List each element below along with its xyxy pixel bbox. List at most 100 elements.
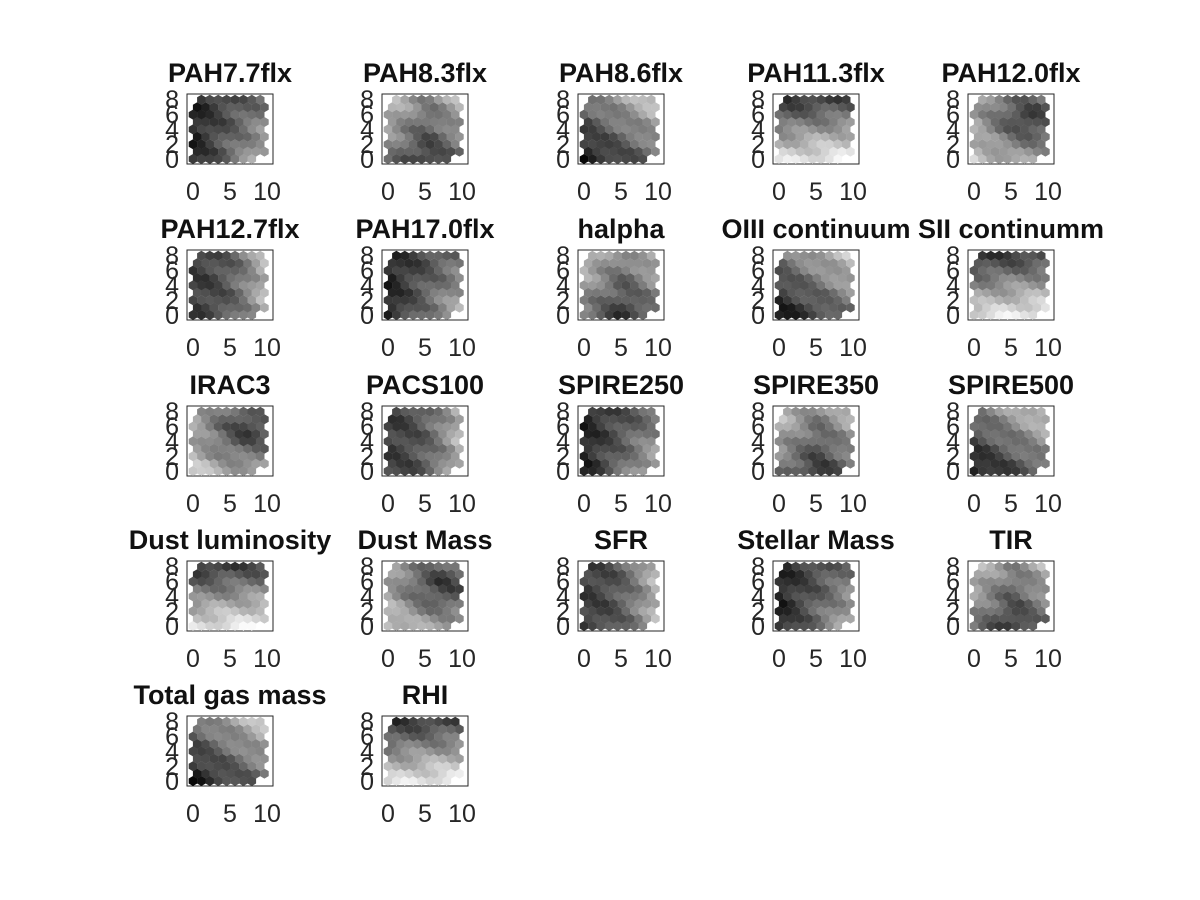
hex-cell (400, 94, 410, 105)
hex-cell (583, 131, 593, 142)
hex-cell (188, 746, 198, 757)
hex-cell (417, 250, 426, 261)
hex-cell (1032, 258, 1042, 269)
hex-cell (651, 584, 660, 594)
hex-cell (791, 109, 801, 120)
hex-cell (1041, 613, 1050, 624)
hex-cell (408, 406, 418, 417)
hex-cell (197, 421, 206, 432)
hex-cell (986, 265, 996, 276)
hex-cell (791, 606, 801, 617)
hex-cell (791, 265, 801, 276)
hex-cell (197, 406, 206, 417)
hex-cell (188, 139, 198, 150)
hex-cell (646, 94, 656, 105)
hex-cell (442, 436, 452, 447)
hex-cell (213, 576, 223, 587)
hex-cell (413, 287, 422, 298)
hex-cell (986, 466, 996, 476)
hex-cell (783, 154, 792, 164)
hex-cell (209, 443, 219, 454)
hex-cell (820, 258, 830, 269)
hex-cell (982, 613, 991, 624)
x-tick-label: 0 (772, 334, 786, 362)
hex-cell (783, 295, 792, 306)
hex-cell (778, 287, 788, 298)
hex-cell (625, 102, 635, 113)
hex-cell (400, 561, 410, 572)
hex-cell (434, 746, 443, 757)
hex-cell (1036, 561, 1046, 572)
hex-cell (201, 768, 210, 779)
hex-cell (192, 287, 202, 298)
hex-cell (592, 584, 601, 594)
hex-cell (579, 576, 589, 587)
hex-cell (222, 591, 231, 602)
y-tick-label: 0 (751, 613, 765, 641)
hex-cell (1015, 302, 1025, 313)
hex-cell (609, 458, 618, 469)
hex-cell (829, 131, 838, 142)
hex-cell (808, 466, 817, 476)
hex-cell (1011, 421, 1021, 432)
hex-cell (999, 443, 1008, 454)
hex-cell (1041, 443, 1050, 454)
hex-cell (604, 421, 614, 432)
hex-cell (213, 436, 223, 447)
hex-cell (442, 746, 452, 757)
hex-cell (396, 117, 405, 127)
panel-title: PAH17.0flx (355, 214, 494, 244)
hex-cell (1007, 146, 1017, 157)
hex-cell (1032, 287, 1042, 298)
hex-cell (434, 109, 443, 120)
hex-cell (651, 117, 660, 127)
hex-cell (192, 598, 202, 609)
x-tick-label: 0 (381, 490, 395, 518)
hex-cell (1003, 576, 1012, 587)
hex-cell (222, 436, 231, 447)
hex-cell (592, 302, 601, 313)
hex-cell (222, 139, 231, 150)
hex-cell (816, 466, 826, 476)
hex-cell (205, 576, 215, 587)
hex-cell (982, 458, 991, 469)
hex-cell (197, 139, 206, 150)
hex-cell (205, 310, 215, 320)
hex-cell (218, 131, 227, 142)
hex-cell (816, 591, 826, 602)
hex-cell (230, 265, 240, 276)
hex-cell (812, 117, 822, 127)
hex-cell (383, 591, 393, 602)
hex-cell (986, 421, 996, 432)
hex-cell (837, 584, 847, 594)
hex-cell (990, 443, 1000, 454)
hex-cell (205, 746, 215, 757)
hex-cell (201, 753, 210, 764)
hex-cell (218, 429, 227, 439)
hex-cell (383, 466, 393, 476)
hex-cell (188, 124, 198, 135)
x-tick-label: 5 (418, 800, 432, 828)
hex-cell (841, 451, 851, 462)
hex-cell (404, 598, 414, 609)
hex-cell (829, 273, 838, 283)
hex-cell (234, 273, 244, 283)
y-tick-label: 2 (360, 598, 374, 626)
hex-cell (638, 561, 648, 572)
hex-cell (442, 466, 452, 476)
hex-cell (1011, 94, 1021, 105)
hex-cell (999, 287, 1008, 298)
hex-cell (588, 265, 597, 276)
hex-cell (438, 584, 447, 594)
hex-cell (1003, 591, 1012, 602)
hex-cell (799, 250, 809, 261)
hex-cell (251, 443, 261, 454)
hex-cell (197, 124, 206, 135)
hex-cell (434, 265, 443, 276)
hex-cell (808, 561, 817, 572)
hex-cell (999, 584, 1008, 594)
hex-cell (833, 154, 843, 164)
hex-cell (808, 606, 817, 617)
hex-cell (417, 139, 426, 150)
